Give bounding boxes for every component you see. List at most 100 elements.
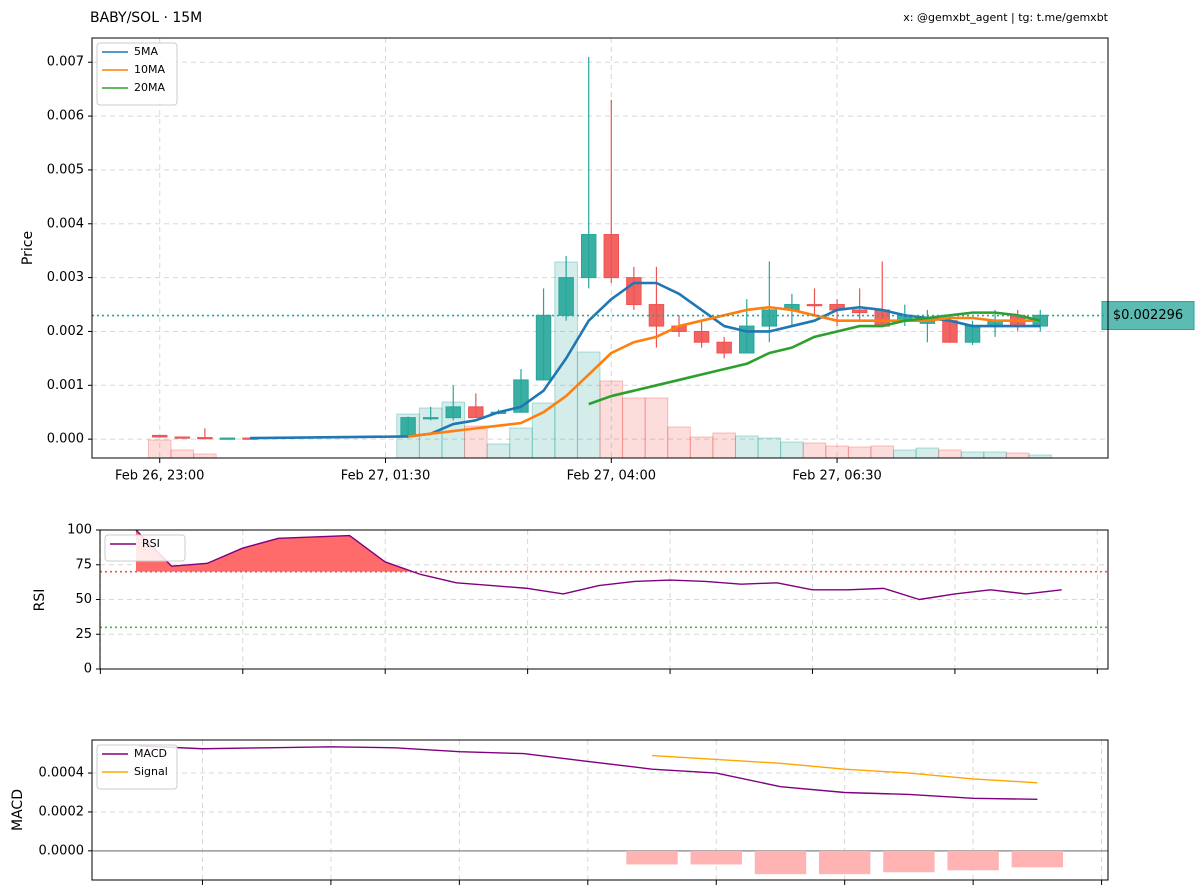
y-tick-label: 0.000 (47, 432, 84, 447)
overbought-fill (135, 530, 413, 572)
histogram-bar (883, 850, 935, 873)
y-axis-label: Price (20, 231, 36, 265)
legend-label: MACD (134, 747, 167, 760)
volume-bar (644, 397, 669, 459)
candle-body (580, 234, 597, 279)
y-tick-label: 100 (67, 523, 92, 538)
last-price-box (1101, 301, 1195, 331)
y-tick-label: 0.002 (47, 324, 84, 339)
series-line (135, 529, 1062, 601)
candle-body (558, 277, 574, 316)
legend: 5MA 10MA 20MA (96, 42, 178, 106)
candle-body (739, 325, 755, 354)
y-tick-label: 0.0004 (39, 766, 85, 781)
series-line (651, 754, 1038, 784)
candle-body (806, 304, 823, 307)
y-tick-label: 0 (84, 662, 92, 677)
legend-label: RSI (142, 537, 160, 550)
candle-body (400, 417, 416, 437)
legend-label: 10MA (134, 63, 165, 76)
volume-bar (622, 397, 646, 459)
y-tick-label: 25 (75, 627, 92, 642)
y-tick-label: 0.0000 (39, 843, 85, 858)
candle-body (197, 437, 213, 440)
histogram-bar (754, 850, 807, 875)
y-tick-label: 0.007 (47, 55, 84, 70)
legend-box (96, 42, 178, 106)
volume-bar (464, 425, 488, 459)
histogram-bar (818, 850, 871, 875)
volume-bar (147, 439, 172, 459)
volume-bar (193, 453, 217, 459)
y-tick-label: 0.001 (47, 378, 84, 393)
y-tick-label: 0.003 (47, 270, 84, 285)
y-axis-label: MACD (10, 789, 26, 831)
x-tick-label: Feb 27, 06:30 (792, 469, 881, 484)
volume-bar (983, 451, 1007, 459)
legend: MACD Signal (96, 744, 178, 790)
legend: RSI (104, 534, 186, 562)
x-tick-label: Feb 26, 23:00 (115, 469, 204, 484)
volume-bar (170, 449, 195, 459)
volume-bar (915, 447, 940, 459)
candle-body (219, 437, 236, 440)
volume-bar (486, 443, 511, 459)
y-tick-label: 0.006 (47, 109, 84, 124)
chart-subtitle: x: @gemxbt_agent | tg: t.me/gemxbt (903, 11, 1108, 24)
legend-label: 5MA (134, 45, 158, 58)
candle-body (445, 406, 461, 419)
y-axis-label: RSI (32, 589, 48, 612)
volume-bar (712, 432, 736, 459)
volume-bar (893, 449, 917, 459)
volume-bar (960, 451, 985, 459)
volume-bar (599, 380, 624, 459)
candle-body (422, 417, 439, 420)
series-line (407, 305, 1041, 438)
volume-bar (780, 441, 804, 459)
histogram-bar (626, 850, 678, 865)
volume-bar (509, 427, 533, 459)
candle-body (174, 436, 191, 439)
volume-bar (870, 445, 895, 459)
volume-bar (1005, 452, 1030, 459)
legend-box (104, 534, 186, 562)
candle-body (851, 309, 868, 314)
series-line (588, 311, 1041, 406)
candle-body (964, 325, 981, 343)
volume-bar (757, 437, 782, 459)
y-tick-label: 75 (75, 557, 92, 572)
candle-body (693, 330, 710, 343)
series-line (138, 745, 1038, 801)
legend-label: Signal (134, 765, 168, 778)
candle-body (942, 320, 958, 343)
x-tick-label: Feb 27, 04:00 (567, 469, 656, 484)
last-price-label: $0.002296 (1113, 308, 1183, 323)
y-tick-label: 50 (75, 592, 92, 607)
candle-body (716, 341, 732, 354)
volume-bar (825, 445, 849, 459)
plot-frame (91, 739, 1109, 881)
candle-body (648, 304, 665, 327)
candle-body (626, 277, 642, 306)
volume-bar (734, 435, 759, 459)
legend-label: 20MA (134, 81, 165, 94)
candle-body (603, 234, 620, 279)
y-tick-label: 0.005 (47, 162, 84, 177)
plot-frame (99, 529, 1109, 670)
legend-box (96, 744, 178, 790)
candle-body (152, 434, 168, 438)
y-tick-label: 0.004 (47, 216, 84, 231)
volume-bar (847, 446, 872, 459)
volume-bar (689, 436, 714, 459)
y-tick-label: 0.0002 (39, 804, 85, 819)
candle-body (761, 309, 778, 327)
volume-bar (667, 426, 691, 459)
volume-bar (938, 449, 962, 459)
histogram-bar (947, 850, 999, 871)
volume-bar (802, 442, 827, 459)
chart-title: BABY/SOL · 15M (90, 10, 202, 26)
candle-body (468, 406, 484, 419)
plot-frame (91, 37, 1109, 459)
candle-body (535, 314, 552, 381)
